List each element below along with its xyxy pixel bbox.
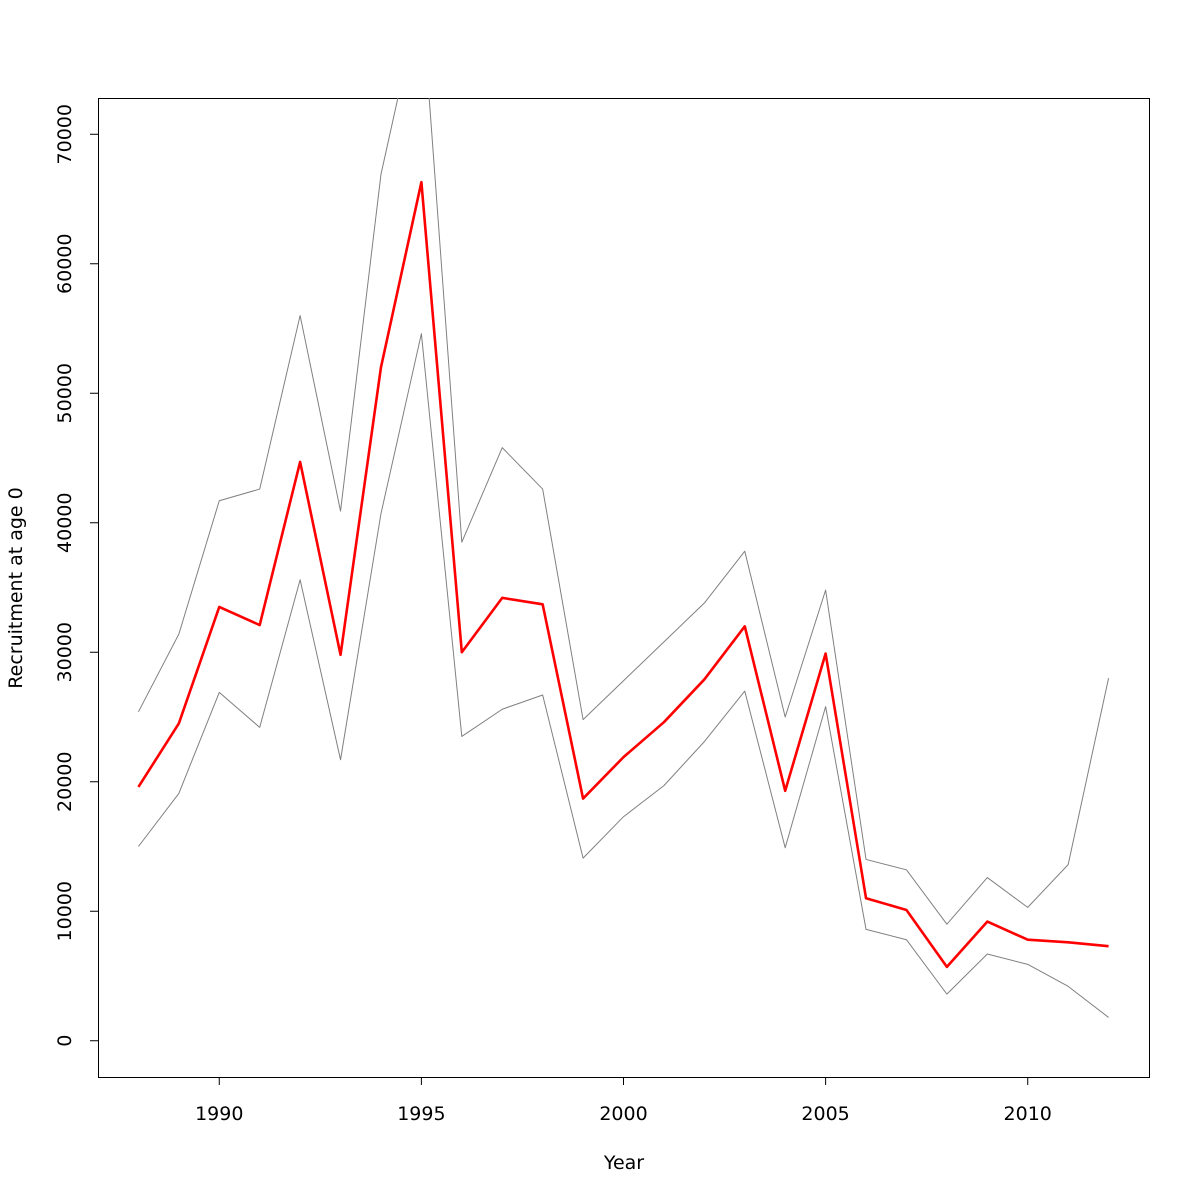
series-line-estimate — [137, 180, 1109, 969]
y-tick-label: 40000 — [54, 493, 76, 553]
y-tick-label: 30000 — [54, 622, 76, 682]
y-axis: 0 10000 20000 30000 40000 50000 60000 70000 — [54, 104, 98, 1047]
x-tick-label: 2005 — [801, 1103, 849, 1125]
x-axis: 1990 1995 2000 2005 2010 — [195, 1077, 1052, 1125]
y-tick-label: 70000 — [54, 104, 76, 164]
x-axis-title: Year — [603, 1152, 644, 1174]
series-layer — [137, 98, 1110, 1018]
y-tick-label: 50000 — [54, 363, 76, 423]
x-tick-label: 2000 — [599, 1103, 647, 1125]
y-tick-label: 20000 — [54, 752, 76, 812]
series-line-lower — [138, 333, 1109, 1018]
series-line-upper — [137, 98, 1110, 925]
plot-frame — [98, 98, 1150, 1078]
x-tick-label: 1995 — [397, 1103, 445, 1125]
y-axis-title: Recruitment at age 0 — [5, 487, 27, 688]
x-tick-label: 2010 — [1004, 1103, 1052, 1125]
y-tick-label: 10000 — [54, 881, 76, 941]
x-tick-label: 1990 — [195, 1103, 243, 1125]
y-tick-label: 0 — [54, 1035, 76, 1047]
y-tick-label: 60000 — [54, 234, 76, 294]
